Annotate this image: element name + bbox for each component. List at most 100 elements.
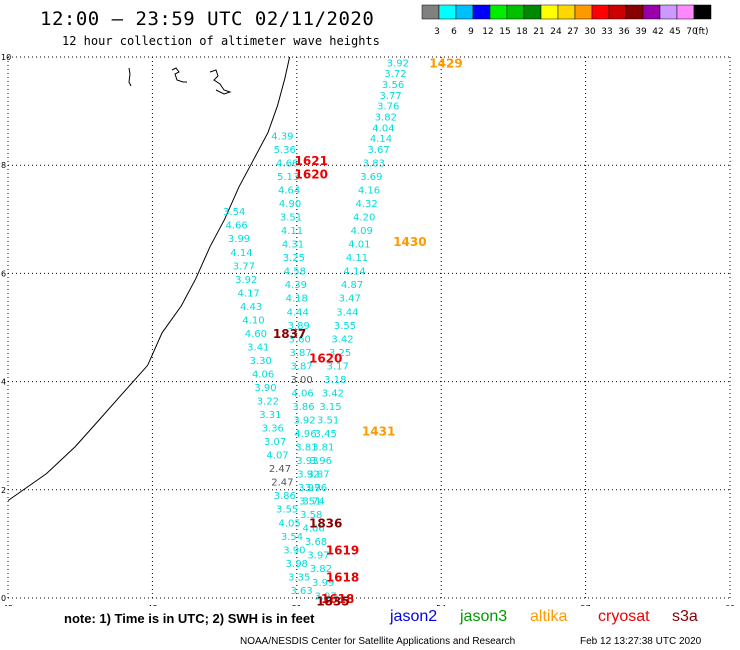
wave-height-value: 3.36 (262, 424, 284, 435)
wave-height-value: 4.14 (370, 134, 392, 145)
wave-height-value: 3.77 (380, 91, 402, 102)
page-subtitle: 12 hour collection of altimeter wave hei… (62, 34, 380, 48)
x-tick-label: 51 (292, 604, 302, 606)
wave-height-value: 4.39 (285, 280, 307, 291)
wave-height-value: 4.06 (291, 388, 313, 399)
legend-label: 18 (516, 27, 528, 37)
wave-height-value: 3.42 (331, 334, 353, 345)
wave-height-value: 3.44 (336, 307, 358, 318)
wave-height-value: 3.00 (290, 375, 312, 386)
wave-height-value: 4.44 (287, 307, 309, 318)
wave-height-value: 4.14 (230, 248, 252, 259)
wave-height-value: 3.87 (290, 361, 312, 372)
wave-height-value: 3.47 (339, 294, 361, 305)
pass-time-label: 1431 (362, 424, 395, 438)
legend-label: 21 (533, 27, 544, 37)
wave-height-value: 3.98 (286, 559, 308, 570)
y-tick-label: 8 (1, 161, 6, 170)
wave-height-value: 4.01 (348, 240, 370, 251)
wave-height-value: 3.30 (250, 356, 272, 367)
legend-label: 12 (482, 27, 493, 37)
legend-label: 6 (451, 27, 457, 37)
wave-height-value: 4.87 (341, 280, 363, 291)
coastline (7, 56, 291, 502)
wave-height-value: 3.87 (307, 470, 329, 481)
altimeter-map: 45485154576002468103.923.723.563.773.763… (1, 53, 735, 606)
pass-time-label: 1621 (295, 154, 328, 168)
wave-height-value: 3.97 (298, 483, 320, 494)
wave-height-value: 3.83 (363, 158, 385, 169)
wave-height-value: 4.96 (294, 429, 316, 440)
wave-height-value: 3.41 (247, 342, 269, 353)
wave-height-value: 4.58 (284, 267, 306, 278)
wave-height-value: 4.06 (252, 369, 274, 380)
wave-height-value: 3.55 (334, 321, 356, 332)
legend-label: 3 (434, 27, 440, 37)
pass-time-label: 1837 (273, 327, 306, 341)
satellite-s3a-label: s3a (672, 608, 698, 625)
island-outline (128, 67, 132, 87)
satellite-jason2-label: jason2 (390, 608, 438, 625)
wave-height-value: 3.97 (315, 591, 337, 602)
wave-height-value: 3.90 (283, 545, 305, 556)
pass-time-label: 1620 (309, 351, 342, 365)
satellite-jason3-label: jason3 (460, 608, 508, 625)
legend-label: 42 (652, 27, 663, 37)
wave-height-value: 3.35 (288, 572, 310, 583)
wave-height-value: 4.14 (343, 267, 365, 278)
pass-time-label: 1620 (295, 167, 328, 181)
pass-time-label: 1836 (309, 516, 342, 530)
wave-height-value: 3.81 (295, 443, 317, 454)
wave-height-value: 4.09 (351, 226, 373, 237)
pass-time-label: 1430 (393, 235, 426, 249)
wave-height-value: 4.31 (282, 240, 304, 251)
wave-height-value: 3.42 (322, 388, 344, 399)
wave-height-value: 4.10 (242, 315, 264, 326)
wave-height-value: 3.76 (377, 102, 399, 113)
x-tick-label: 48 (147, 604, 157, 606)
wave-height-value: 2.47 (269, 464, 291, 475)
footer-note: note: 1) Time is in UTC; 2) SWH is in fe… (64, 611, 315, 626)
wave-height-value: 4.06 (303, 524, 325, 535)
wave-height-value: 4.05 (278, 518, 300, 529)
wave-height-value: 3.68 (305, 537, 327, 548)
legend-label: 15 (499, 27, 510, 37)
wave-height-value: 3.25 (329, 348, 351, 359)
wave-height-value: 5.13 (277, 172, 299, 183)
wave-height-value: 3.25 (283, 253, 305, 264)
wave-height-value: 4.66 (276, 158, 298, 169)
wave-height-value: 3.15 (319, 402, 341, 413)
wave-height-value: 4.66 (226, 221, 248, 232)
legend-label: 39 (635, 27, 647, 37)
wave-height-value: 3.17 (327, 361, 349, 372)
wave-height-value: 3.45 (315, 429, 337, 440)
legend-unit-label: (ft) (695, 27, 709, 37)
wave-height-value: 3.90 (254, 383, 276, 394)
y-tick-label: 2 (1, 486, 6, 495)
wave-height-value: 3.82 (310, 564, 332, 575)
wave-height-value: 3.51 (299, 497, 321, 508)
legend-label: 9 (468, 27, 474, 37)
wave-height-value: 3.82 (375, 113, 397, 124)
wave-height-value: 4.11 (281, 226, 303, 237)
credit-line: NOAA/NESDIS Center for Satellite Applica… (240, 636, 516, 647)
wave-height-value: 3.99 (228, 234, 250, 245)
y-tick-label: 0 (1, 594, 6, 603)
wave-height-value: 3.96 (305, 483, 327, 494)
wave-height-value: 2.47 (271, 478, 293, 489)
wave-height-value: 3.54 (223, 207, 245, 218)
x-tick-label: 60 (725, 604, 735, 606)
wave-height-value: 4.43 (240, 302, 262, 313)
wave-height-value: 3.31 (259, 410, 281, 421)
wave-height-value: 3.92 (235, 275, 257, 286)
island-outline (171, 67, 187, 83)
legend-label: 36 (618, 27, 630, 37)
wave-height-value: 3.51 (280, 213, 302, 224)
x-tick-label: 54 (436, 604, 446, 606)
wave-height-value: 3.87 (290, 348, 312, 359)
wave-height-value: 3.18 (324, 375, 346, 386)
wave-height-value: 3.92 (387, 58, 409, 69)
wave-height-color-legend: 3 6 9 12 15 18 21 24 27 30 33 36 39 42 45 70(ft) (421, 4, 712, 37)
legend-label: 27 (567, 27, 578, 37)
wave-height-value: 4.39 (271, 131, 293, 142)
